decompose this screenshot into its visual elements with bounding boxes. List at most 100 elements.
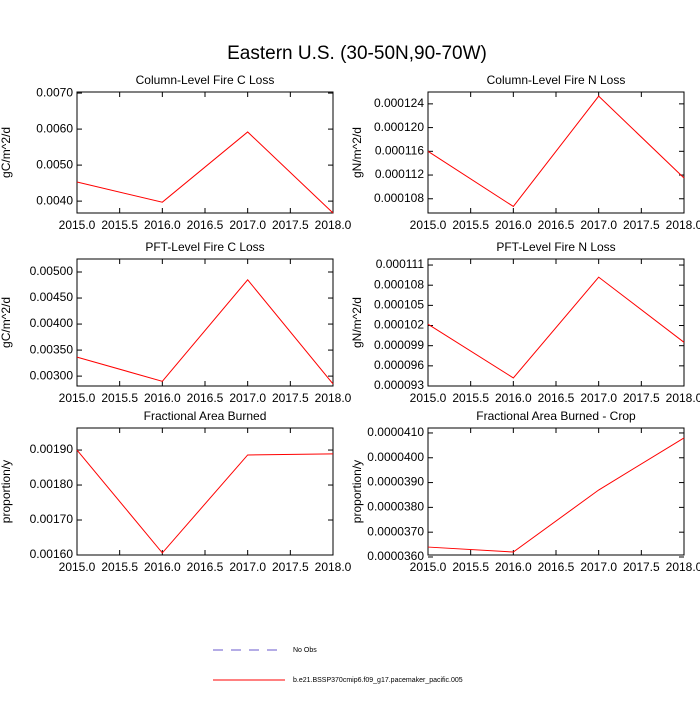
x-tick-label: 2015.0 (410, 391, 447, 405)
x-tick-label: 2017.5 (623, 218, 660, 232)
y-tick-label: 0.00350 (30, 342, 74, 356)
x-tick-label: 2017.5 (623, 391, 660, 405)
x-tick-label: 2015.5 (452, 391, 489, 405)
x-tick-label: 2017.0 (580, 391, 617, 405)
plot-frame (76, 91, 334, 214)
y-tick-label: 0.0000400 (367, 450, 424, 464)
panel-title: PFT-Level Fire C Loss (145, 240, 264, 254)
y-tick-label: 0.0000370 (367, 524, 424, 538)
plot-frame (76, 427, 334, 556)
x-tick-label: 2016.5 (187, 391, 224, 405)
y-tick-label: 0.000096 (374, 358, 424, 372)
x-tick-label: 2018.0 (315, 218, 352, 232)
y-tick-label: 0.0060 (36, 121, 73, 135)
x-tick-label: 2015.5 (101, 218, 138, 232)
y-tick-label: 0.00450 (30, 290, 74, 304)
y-axis-label: gC/m^2/d (0, 297, 13, 348)
data-line (427, 95, 685, 208)
data-line (76, 131, 334, 214)
x-tick-label: 2016.5 (538, 560, 575, 574)
x-tick-label: 2018.0 (315, 391, 352, 405)
y-tick-label: 0.00300 (30, 368, 74, 382)
panel-title: Fractional Area Burned - Crop (476, 409, 636, 423)
x-tick-label: 2016.0 (495, 560, 532, 574)
x-tick-label: 2017.5 (623, 560, 660, 574)
panel-title: Column-Level Fire C Loss (136, 73, 275, 87)
panel-title: Fractional Area Burned (144, 409, 267, 423)
x-tick-label: 2016.0 (495, 391, 532, 405)
y-axis-label: gC/m^2/d (0, 127, 13, 178)
y-tick-label: 0.00180 (30, 477, 74, 491)
data-line (76, 449, 334, 554)
panel-title: Column-Level Fire N Loss (487, 73, 626, 87)
y-tick-label: 0.000111 (376, 257, 425, 271)
y-tick-label: 0.0070 (36, 85, 73, 99)
y-axis-label: gN/m^2/d (350, 297, 364, 348)
x-tick-label: 2015.0 (410, 218, 447, 232)
y-tick-label: 0.000108 (374, 277, 424, 291)
x-tick-label: 2015.0 (59, 391, 96, 405)
x-tick-label: 2016.0 (495, 218, 532, 232)
x-tick-label: 2016.0 (144, 218, 181, 232)
y-tick-label: 0.00160 (30, 547, 74, 561)
panel-title: PFT-Level Fire N Loss (496, 240, 615, 254)
x-tick-label: 2015.5 (101, 560, 138, 574)
y-axis-label: proportion/y (350, 460, 364, 523)
x-tick-label: 2016.5 (187, 560, 224, 574)
y-tick-label: 0.000120 (374, 120, 424, 134)
x-tick-label: 2017.5 (272, 391, 309, 405)
x-tick-label: 2017.0 (580, 218, 617, 232)
y-tick-label: 0.0050 (36, 157, 73, 171)
y-tick-label: 0.000108 (374, 191, 424, 205)
x-tick-label: 2015.5 (452, 560, 489, 574)
x-tick-label: 2016.5 (538, 218, 575, 232)
plot-frame (427, 427, 685, 556)
y-tick-label: 0.000112 (375, 167, 424, 181)
x-tick-label: 2017.5 (272, 218, 309, 232)
x-tick-label: 2018.0 (666, 218, 700, 232)
y-tick-label: 0.000116 (375, 143, 424, 157)
x-tick-label: 2017.0 (229, 391, 266, 405)
y-tick-label: 0.0000360 (367, 549, 424, 563)
y-tick-label: 0.000124 (374, 96, 424, 110)
data-line (427, 437, 685, 553)
y-tick-label: 0.0000410 (367, 425, 424, 439)
figure-title: Eastern U.S. (30-50N,90-70W) (227, 43, 487, 64)
plot-frame (76, 258, 334, 387)
x-tick-label: 2018.0 (666, 560, 700, 574)
x-tick-label: 2016.5 (538, 391, 575, 405)
data-line (76, 279, 334, 385)
y-tick-label: 0.000105 (374, 298, 424, 312)
x-tick-label: 2017.0 (229, 218, 266, 232)
legend-label: b.e21.BSSP370cmip6.f09_g17.pacemaker_pac… (293, 677, 463, 684)
x-tick-label: 2015.0 (410, 560, 447, 574)
y-tick-label: 0.00400 (30, 316, 74, 330)
y-tick-label: 0.0000390 (367, 475, 424, 489)
x-tick-label: 2015.5 (101, 391, 138, 405)
x-tick-label: 2017.0 (580, 560, 617, 574)
y-axis-label: gN/m^2/d (350, 127, 364, 178)
y-tick-label: 0.000093 (374, 378, 424, 392)
x-tick-label: 2018.0 (666, 391, 700, 405)
plot-frame (427, 91, 685, 214)
y-tick-label: 0.000102 (374, 318, 424, 332)
y-tick-label: 0.00190 (30, 442, 74, 456)
plot-frame (427, 258, 685, 387)
x-tick-label: 2017.0 (229, 560, 266, 574)
x-tick-label: 2016.0 (144, 391, 181, 405)
x-tick-label: 2016.5 (187, 218, 224, 232)
y-tick-label: 0.0000380 (367, 500, 424, 514)
y-tick-label: 0.000099 (374, 338, 424, 352)
y-axis-label: proportion/y (0, 460, 13, 523)
x-tick-label: 2018.0 (315, 560, 352, 574)
y-tick-label: 0.0040 (36, 193, 73, 207)
x-tick-label: 2016.0 (144, 560, 181, 574)
x-tick-label: 2015.5 (452, 218, 489, 232)
y-tick-label: 0.00170 (30, 512, 74, 526)
x-tick-label: 2015.0 (59, 218, 96, 232)
legend-label: No Obs (293, 647, 317, 654)
x-tick-label: 2017.5 (272, 560, 309, 574)
y-tick-label: 0.00500 (30, 264, 74, 278)
data-line (427, 276, 685, 379)
